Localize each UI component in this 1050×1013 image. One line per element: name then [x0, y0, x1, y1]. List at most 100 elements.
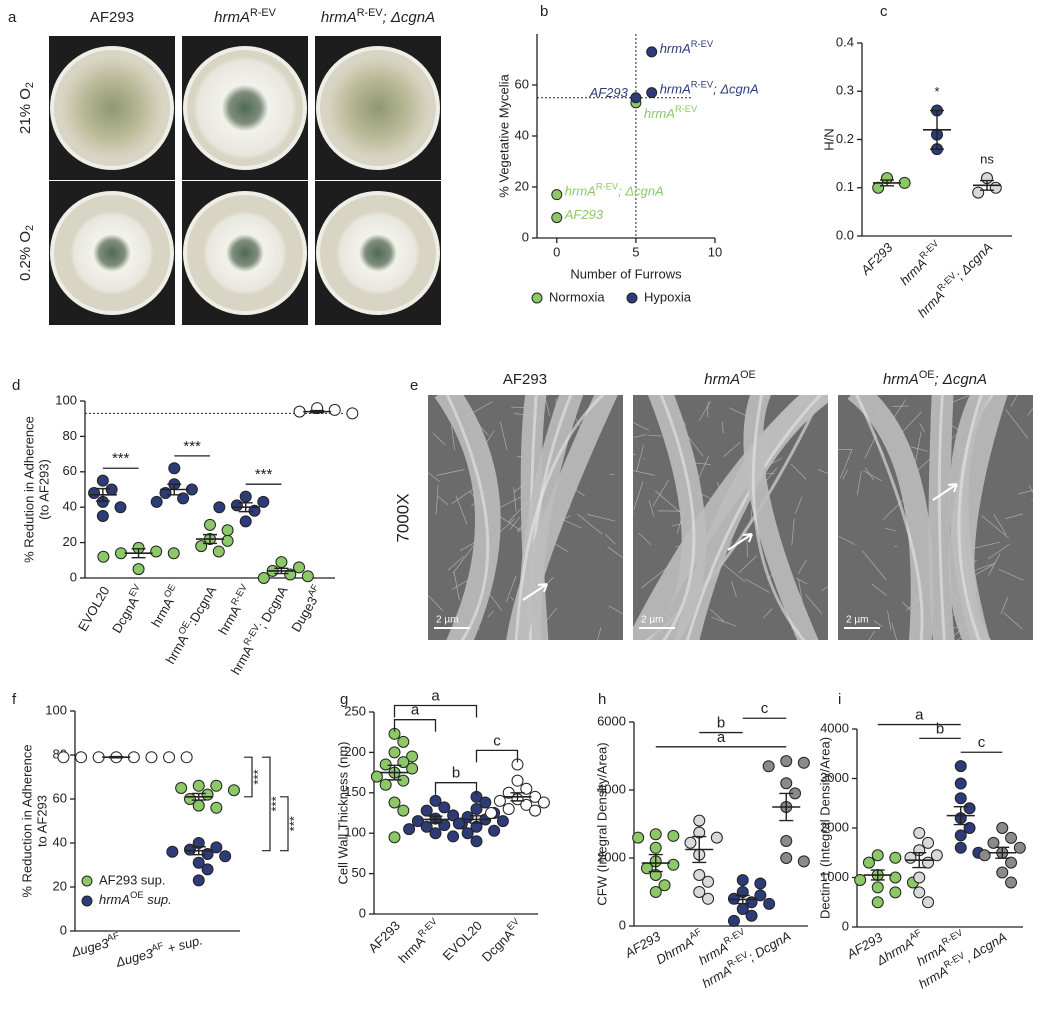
- point: [520, 798, 533, 811]
- point: [429, 794, 442, 807]
- bracket: [393, 719, 437, 732]
- fibril: [698, 401, 711, 421]
- scale-bar-label: 2 µm: [846, 615, 868, 626]
- x-tick-label-part: ; DcgnA: [255, 583, 291, 631]
- point: [780, 777, 793, 790]
- point: [221, 524, 234, 537]
- fibril: [838, 448, 852, 451]
- point: [150, 495, 163, 508]
- fibril: [607, 546, 623, 559]
- error-bar: [995, 846, 1010, 859]
- point: [649, 828, 662, 841]
- fibril: [987, 543, 1010, 560]
- point: [930, 849, 943, 862]
- hypha-edge: [659, 395, 696, 640]
- y-tick-label: 2000: [820, 819, 849, 834]
- point: [762, 760, 775, 773]
- y-tick-label: 20: [53, 878, 67, 893]
- legend-label: hrmAOE sup.: [99, 890, 172, 907]
- y-tick-label: 60: [53, 790, 67, 805]
- x-tick-label: DhrmAAF: [653, 927, 707, 968]
- x-tick-label: 0: [553, 244, 560, 259]
- bracket-label: c: [978, 734, 986, 751]
- fibril: [706, 401, 709, 418]
- fibril: [856, 471, 862, 496]
- scale-bar-label: 2 µm: [641, 615, 663, 626]
- point: [293, 561, 306, 574]
- point: [529, 804, 542, 817]
- fibril: [862, 550, 887, 581]
- fibril: [428, 472, 441, 483]
- error-bar: [310, 409, 325, 414]
- point: [212, 545, 225, 558]
- panel-letter: e: [410, 377, 418, 394]
- fibril: [919, 422, 925, 432]
- column-label-part: hrmA: [704, 371, 740, 388]
- legend-label: Hypoxia: [644, 289, 692, 304]
- point: [684, 836, 697, 849]
- fibril: [871, 583, 887, 596]
- x-tick-label: hrmAR-EV: [896, 238, 946, 288]
- point: [551, 189, 563, 201]
- point: [195, 540, 208, 553]
- column-label: AF293: [90, 9, 134, 26]
- legend-label: AF293 sup.: [99, 872, 166, 887]
- point: [239, 490, 252, 503]
- fibril: [500, 421, 508, 450]
- column-label-part: OE: [740, 369, 756, 381]
- point: [862, 856, 875, 869]
- legend-label: Normoxia: [549, 289, 605, 304]
- point: [388, 796, 401, 809]
- point: [763, 897, 776, 910]
- column-label-part: OE: [919, 369, 935, 381]
- annotation: *: [934, 84, 939, 99]
- row-label: 21% O2: [17, 82, 36, 134]
- fibril: [891, 622, 898, 640]
- fibril: [452, 545, 475, 574]
- fibril: [1031, 499, 1033, 501]
- point: [379, 758, 392, 771]
- point: [96, 474, 109, 487]
- row-label: 0.2% O2: [17, 225, 36, 281]
- y-tick-label: 80: [63, 428, 77, 443]
- panel-letter: h: [598, 691, 606, 708]
- point: [954, 777, 967, 790]
- point: [871, 896, 884, 909]
- point: [658, 879, 671, 892]
- y-tick-label: 2000: [597, 849, 626, 864]
- fibril: [633, 481, 644, 510]
- point: [177, 492, 190, 505]
- point: [963, 802, 976, 815]
- point: [210, 841, 223, 854]
- x-tick-label-part: R-EV: [229, 582, 249, 607]
- x-tick-label-part: , ΔcgnA: [962, 930, 1009, 966]
- hypha: [434, 395, 501, 640]
- fibril: [795, 577, 808, 585]
- point: [485, 807, 498, 819]
- fibril: [451, 425, 455, 450]
- point: [922, 896, 935, 909]
- fibril: [993, 513, 1007, 535]
- error-bar: [912, 852, 927, 869]
- y-tick-label: 0.4: [836, 34, 854, 49]
- panel-letter: g: [340, 691, 348, 708]
- legend-label-part: hrmA: [99, 892, 130, 907]
- error-bar: [274, 567, 289, 575]
- fibril: [884, 527, 896, 532]
- point-label-part: hrmA: [660, 82, 691, 97]
- point: [213, 501, 226, 514]
- point: [889, 851, 902, 864]
- x-tick-label-part: Δuge3: [69, 936, 111, 961]
- point: [710, 831, 723, 844]
- point: [239, 515, 252, 528]
- error-bar: [109, 755, 124, 759]
- row-label-part: 2: [24, 82, 36, 88]
- point: [736, 874, 749, 887]
- point: [192, 799, 205, 812]
- fibril: [437, 495, 449, 506]
- fibril: [1018, 489, 1033, 495]
- error-bar: [95, 487, 110, 502]
- point: [168, 462, 181, 475]
- point: [406, 750, 419, 763]
